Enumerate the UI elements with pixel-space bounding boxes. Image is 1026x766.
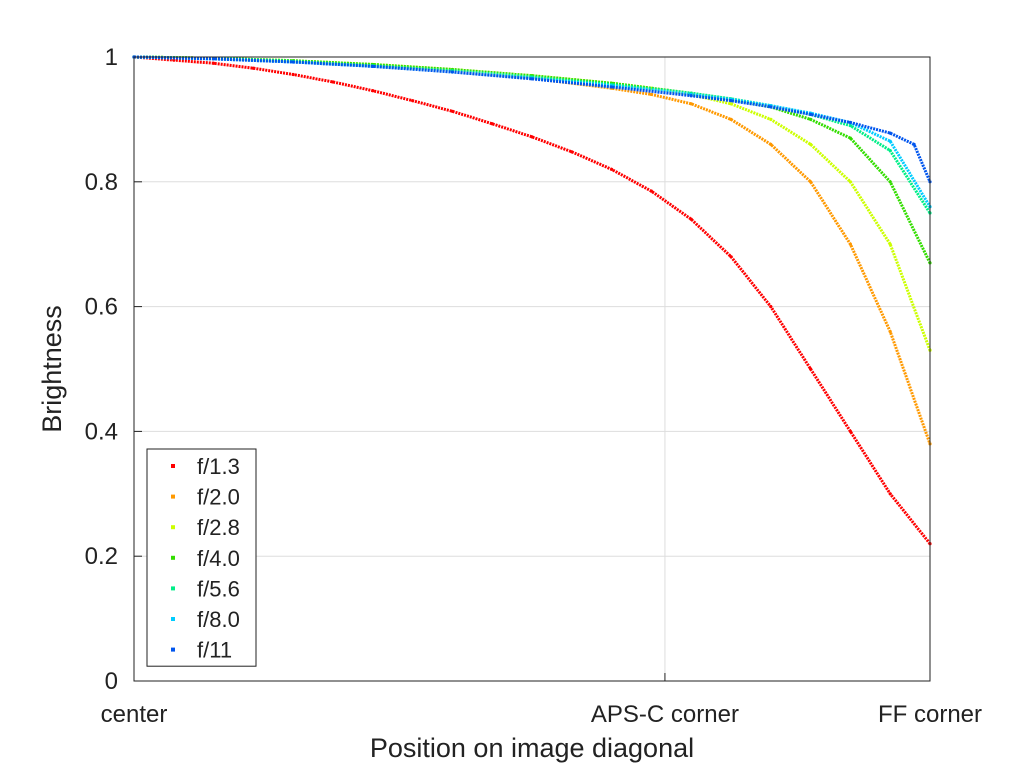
data-point — [912, 142, 916, 146]
data-point — [888, 131, 892, 135]
x-tick-label: center — [101, 701, 168, 728]
data-point — [888, 242, 892, 246]
data-point — [212, 57, 216, 61]
series-layer — [132, 55, 932, 546]
y-tick-label: 1 — [105, 44, 118, 71]
data-point — [331, 80, 335, 84]
legend-marker — [171, 586, 175, 591]
data-point — [809, 142, 813, 146]
data-point — [729, 255, 733, 259]
legend-label: f/8.0 — [197, 607, 240, 632]
y-tick-label: 0.4 — [85, 418, 118, 445]
legend-marker — [171, 494, 175, 499]
data-point — [649, 189, 654, 193]
data-point — [888, 492, 892, 496]
data-point — [848, 136, 853, 140]
data-point — [809, 367, 813, 371]
data-point — [809, 180, 813, 184]
data-point — [450, 109, 454, 113]
data-point — [769, 105, 773, 109]
data-point — [649, 92, 654, 97]
series-f-1-3 — [132, 55, 932, 546]
x-tick-label: APS-C corner — [591, 701, 739, 728]
legend-marker — [171, 464, 175, 468]
data-point — [490, 122, 494, 126]
data-point — [689, 217, 693, 221]
legend-marker — [171, 555, 175, 560]
grid — [134, 57, 930, 681]
legend-label: f/11 — [197, 638, 232, 663]
data-point — [530, 77, 534, 81]
x-tick-label: FF corner — [878, 701, 982, 728]
y-axis-title: Brightness — [37, 305, 67, 433]
data-point — [689, 102, 693, 106]
data-point — [729, 117, 733, 121]
legend-marker — [171, 617, 175, 621]
data-point — [888, 139, 892, 143]
data-point — [769, 142, 773, 146]
y-tick-label: 0.2 — [85, 543, 118, 570]
data-point — [888, 149, 892, 153]
legend-box — [146, 448, 257, 667]
plot-frame — [133, 56, 931, 682]
data-point — [729, 99, 733, 103]
x-axis-title: Position on image diagonal — [370, 733, 694, 763]
series-f-11 — [132, 55, 932, 184]
data-point — [689, 94, 693, 98]
y-tick-label: 0 — [105, 668, 118, 695]
data-point — [610, 85, 614, 89]
legend-marker — [171, 525, 175, 530]
data-point — [848, 429, 853, 433]
data-point — [729, 102, 733, 106]
series-curve — [134, 55, 932, 183]
data-point — [371, 89, 375, 93]
data-point — [848, 120, 853, 125]
data-point — [769, 117, 773, 121]
data-point — [809, 117, 813, 121]
data-point — [251, 66, 255, 70]
y-tick-label: 0.8 — [85, 169, 118, 196]
y-tick-label: 0.6 — [85, 294, 118, 321]
legend-label: f/4.0 — [197, 546, 240, 571]
data-point — [371, 64, 375, 68]
data-point — [411, 99, 415, 103]
data-point — [848, 242, 853, 246]
legend-label: f/5.6 — [197, 576, 240, 601]
data-point — [888, 329, 892, 334]
data-point — [291, 60, 295, 64]
data-point — [212, 61, 216, 65]
data-point — [530, 135, 534, 139]
legend-label: f/2.0 — [197, 485, 240, 510]
data-point — [888, 180, 892, 184]
series-curve — [133, 55, 932, 545]
legend-label: f/1.3 — [197, 454, 240, 479]
data-point — [848, 180, 853, 184]
data-point — [809, 112, 813, 117]
data-point — [610, 167, 614, 171]
data-point — [769, 305, 773, 309]
legend-label: f/2.8 — [197, 515, 240, 540]
plot-background — [134, 57, 930, 681]
data-point — [570, 150, 574, 154]
legend: f/1.3 f/2.0 f/2.8 f/4.0 f/5.6 f/8.0 f/11 — [146, 448, 257, 667]
axis-ticks: 0 0.2 0.4 0.6 0.8 1 center APS-C corner FF corne… — [85, 44, 982, 728]
legend-marker — [171, 647, 175, 652]
data-point — [848, 124, 853, 128]
data-point — [450, 70, 454, 74]
data-point — [291, 72, 295, 77]
